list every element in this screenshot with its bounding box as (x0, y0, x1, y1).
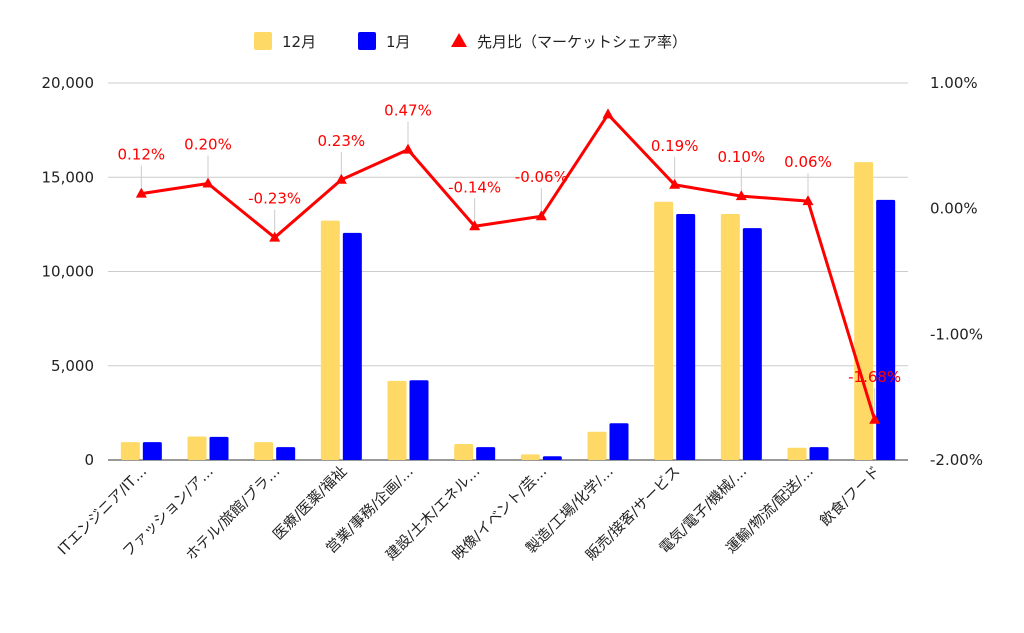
legend-swatch-dec (254, 32, 272, 50)
ratio-marker (135, 187, 147, 198)
legend-label-ratio: 先月比（マーケットシェア率） (477, 33, 687, 51)
ratio-marker (402, 143, 414, 154)
legend-label-jan: 1月 (386, 33, 411, 51)
bar-jan (676, 214, 696, 460)
bar-jan (342, 232, 362, 460)
ratio-marker (602, 108, 614, 119)
y-tick-label-left: 20,000 (42, 74, 95, 92)
bar-dec (520, 454, 540, 460)
bar-dec (454, 443, 474, 460)
bar-jan (809, 447, 829, 460)
ratio-marker (869, 413, 881, 424)
data-label: 0.10% (718, 148, 766, 166)
bar-jan (476, 447, 496, 460)
y-tick-label-left: 10,000 (42, 263, 95, 281)
ratio-marker (202, 177, 214, 188)
data-label: -0.14% (448, 178, 501, 196)
data-label: 0.23% (318, 132, 366, 150)
data-label: -0.23% (248, 190, 301, 208)
bar-jan (142, 442, 162, 460)
y-tick-label-right: 0.00% (930, 200, 978, 218)
bar-dec (854, 162, 874, 461)
legend: 12月 1月 先月比（マーケットシェア率） (254, 32, 687, 51)
ratio-marker (269, 231, 281, 242)
bar-jan (276, 447, 296, 460)
bar-dec (654, 201, 674, 460)
y-tick-label-right: -2.00% (930, 451, 983, 469)
data-label: 0.06% (784, 153, 832, 171)
data-label: 0.12% (118, 146, 166, 164)
data-label: 0.19% (651, 137, 699, 155)
bar-jan (542, 456, 562, 460)
bar-dec (254, 442, 274, 460)
ratio-line-path (141, 112, 877, 421)
bar-dec (587, 431, 607, 460)
bar-jan (409, 380, 429, 460)
ratio-marker (469, 220, 481, 231)
data-label: -0.06% (515, 168, 568, 186)
y-tick-label-left: 15,000 (42, 168, 95, 186)
bar-dec (187, 436, 207, 460)
gridlines (108, 82, 908, 461)
bar-dec (787, 447, 807, 460)
data-label: 0.20% (184, 136, 232, 154)
data-label: -1.68% (848, 368, 901, 386)
ratio-marker (802, 195, 814, 206)
bar-jan (876, 199, 896, 460)
bar-dec (720, 214, 740, 460)
bar-dec (320, 220, 340, 460)
data-label: 0.47% (384, 102, 432, 120)
ratio-marker (669, 178, 681, 189)
bar-jan (209, 436, 229, 460)
ratio-marker (535, 210, 547, 221)
legend-swatch-jan (358, 32, 376, 50)
bar-jan (742, 228, 762, 460)
bars (120, 162, 896, 461)
ratio-marker (335, 173, 347, 184)
left-axis: 0 5,000 10,000 15,000 20,000 (42, 74, 95, 469)
x-tick-label: 飲食/フード (817, 463, 884, 530)
bar-jan (609, 423, 629, 460)
legend-label-dec: 12月 (282, 33, 316, 51)
y-tick-label-left: 0 (84, 451, 94, 469)
bar-dec (387, 380, 407, 460)
bar-dec (120, 442, 140, 460)
ratio-line: 0.12% 0.20% -0.23% 0.23% 0.47% -0.14% -0.06% 0.… (118, 102, 901, 424)
ratio-marker (735, 190, 747, 201)
right-axis: -2.00% -1.00% 0.00% 1.00% (930, 74, 983, 469)
category-labels: ITエンジニア/IT…ファッション/ア…ホテル/旅館/ブラ…医療/医薬/福祉営業… (55, 462, 883, 564)
y-tick-label-right: 1.00% (930, 74, 978, 92)
y-tick-label-left: 5,000 (51, 357, 94, 375)
legend-marker-ratio (451, 33, 467, 47)
y-tick-label-right: -1.00% (930, 325, 983, 343)
